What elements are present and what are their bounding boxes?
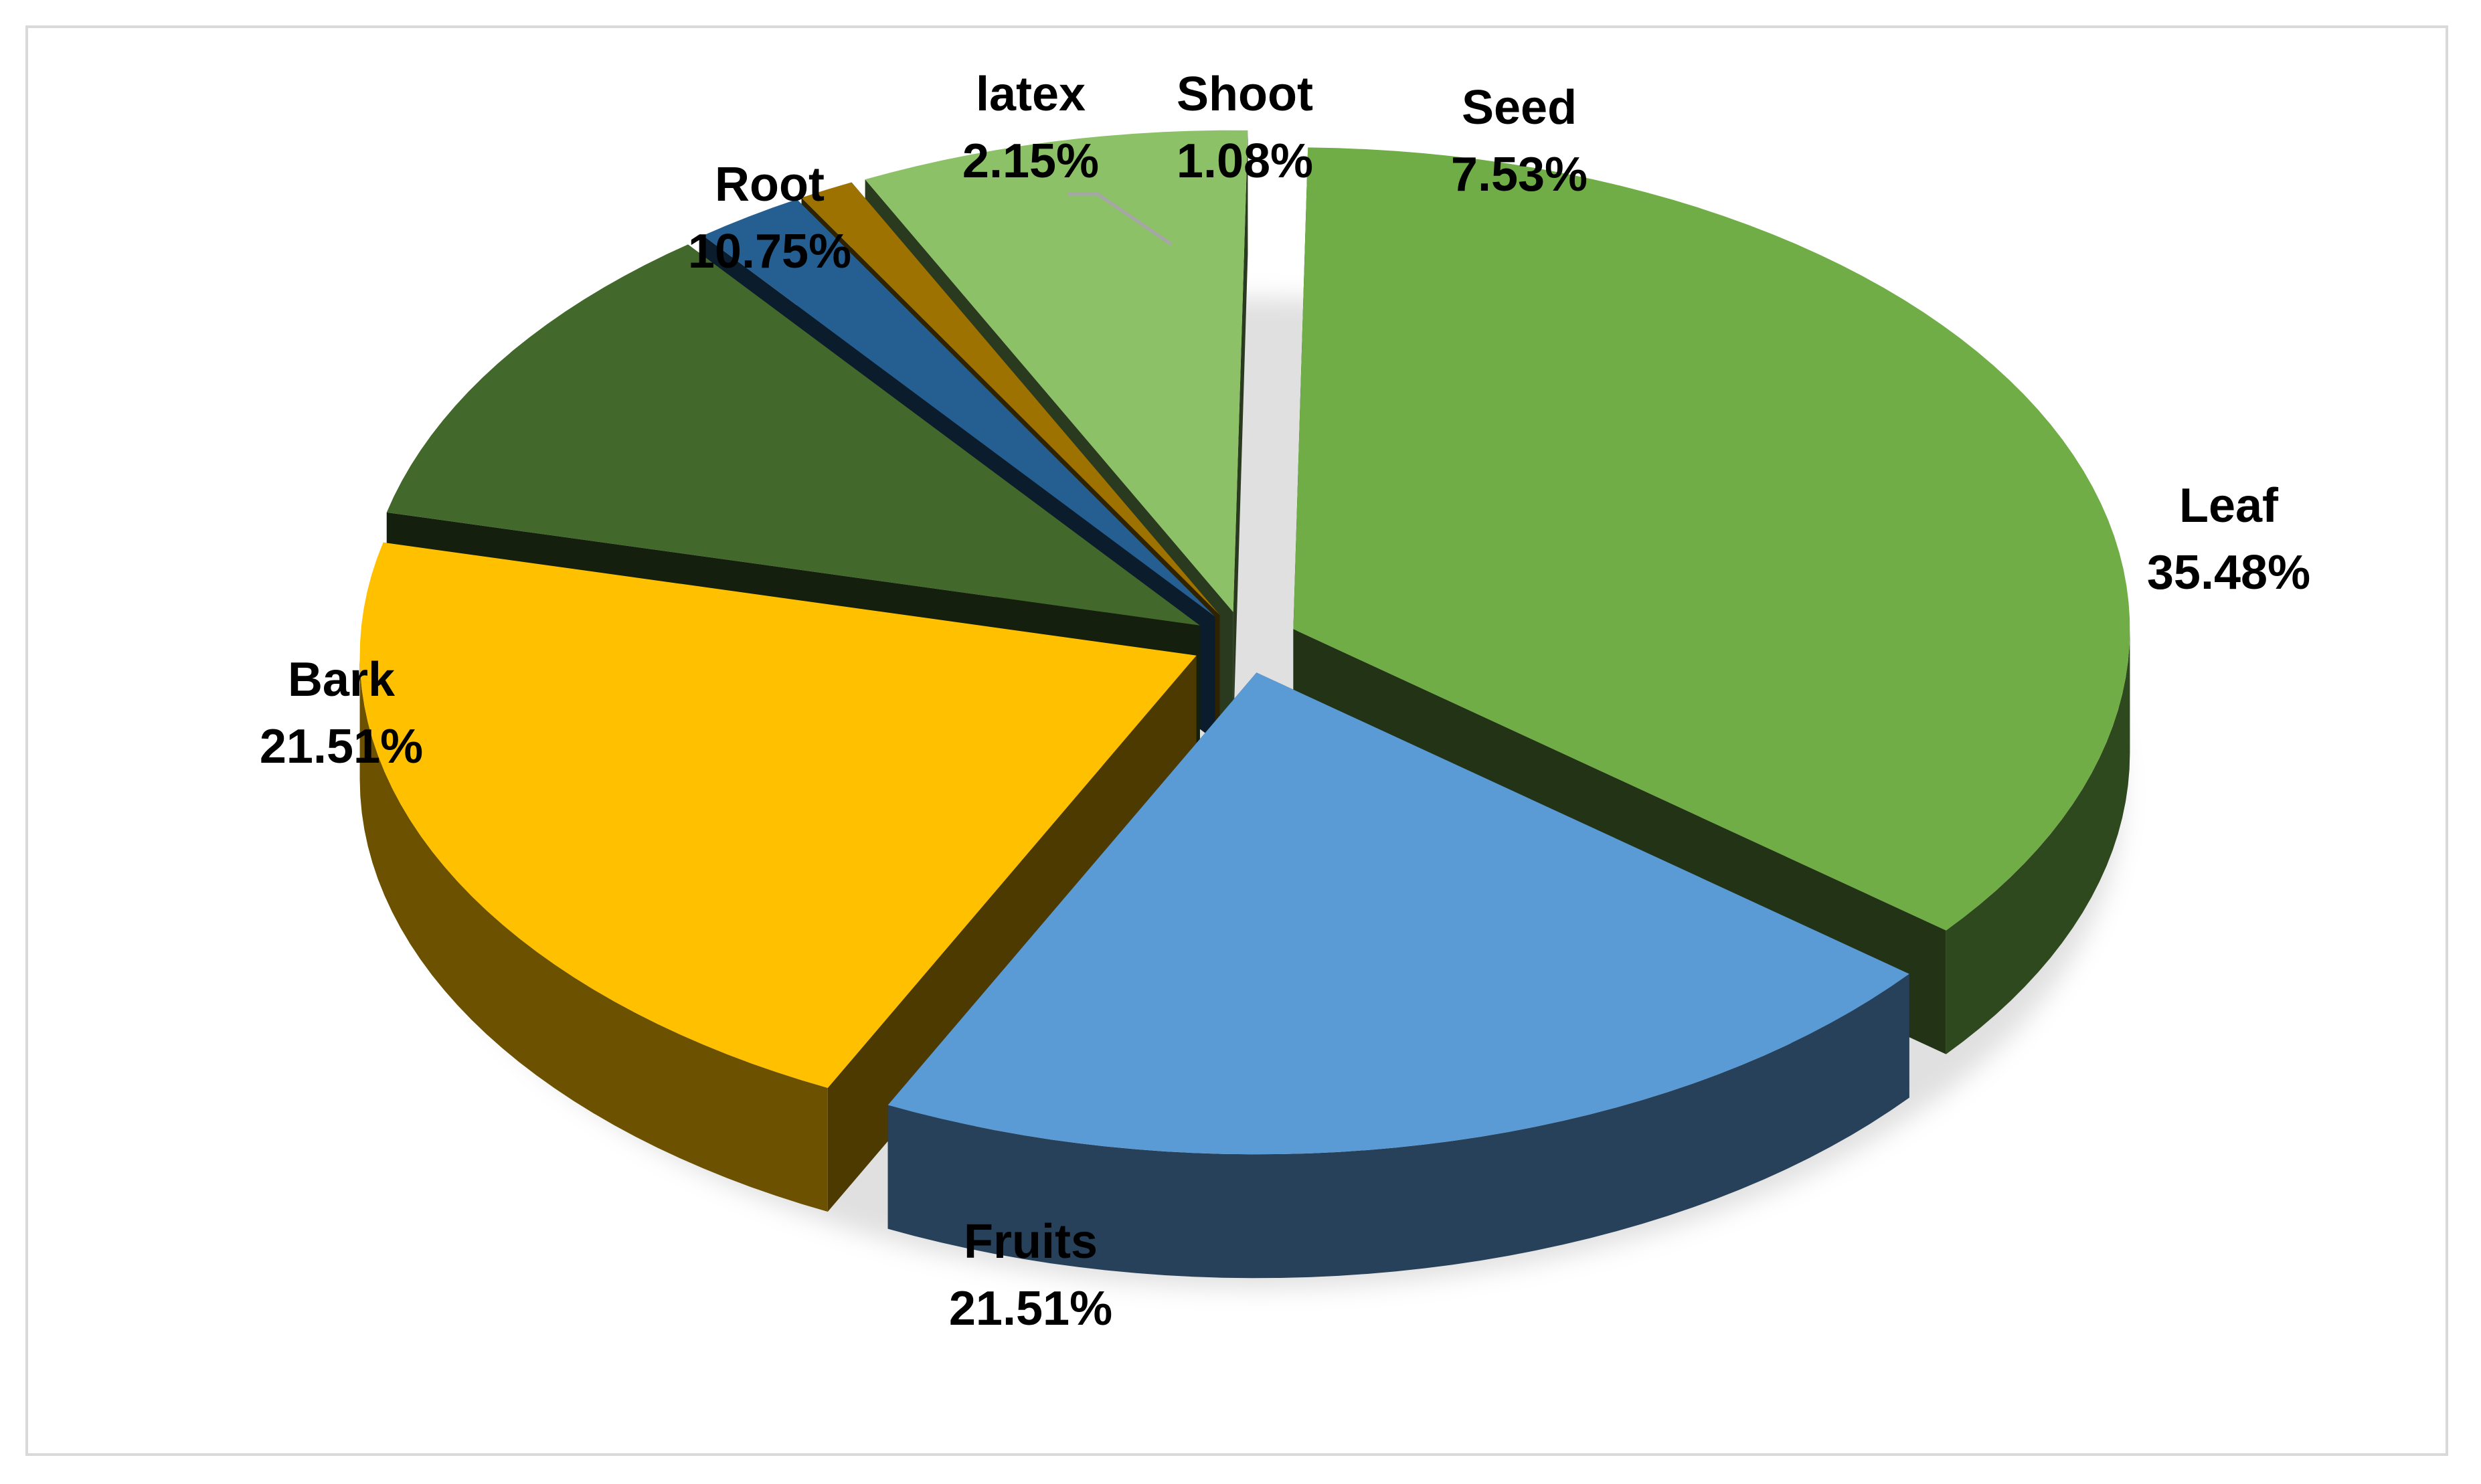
slice-value-fruits: 21.51% <box>949 1282 1112 1335</box>
slice-value-seed: 7.53% <box>1451 148 1588 201</box>
slice-value-bark: 21.51% <box>260 720 423 773</box>
pie-slice-top <box>386 244 1200 626</box>
pie-slice-side <box>1946 629 2130 1054</box>
slice-value-leaf: 35.48% <box>2147 546 2310 599</box>
pie-slice-top <box>703 199 1215 617</box>
slice-label-shoot: Shoot <box>1177 68 1313 121</box>
slice-label-leaf: Leaf <box>2179 479 2279 533</box>
slice-label-seed: Seed <box>1462 81 1577 134</box>
slice-value-root: 10.75% <box>688 225 851 278</box>
pie-slice-top <box>1293 147 2130 931</box>
pie-slice-top <box>359 542 1197 1089</box>
pie-slice-top <box>887 672 1909 1155</box>
pie-slice-wall <box>1233 130 1248 736</box>
pie-slice-top <box>801 182 1220 616</box>
slice-label-root: Root <box>715 158 825 211</box>
slice-label-latex: latex <box>976 68 1086 121</box>
slice-value-shoot: 1.08% <box>1177 134 1313 188</box>
slice-label-fruits: Fruits <box>964 1215 1098 1269</box>
pie-slice-side <box>887 973 1909 1279</box>
pie-slice-fruits <box>887 672 1909 1279</box>
slice-value-latex: 2.15% <box>962 134 1099 188</box>
pie-slice-top <box>865 130 1248 612</box>
slice-label-bark: Bark <box>288 653 396 707</box>
pie-slice-side <box>359 655 828 1212</box>
latex-leader-line <box>1067 192 1173 246</box>
